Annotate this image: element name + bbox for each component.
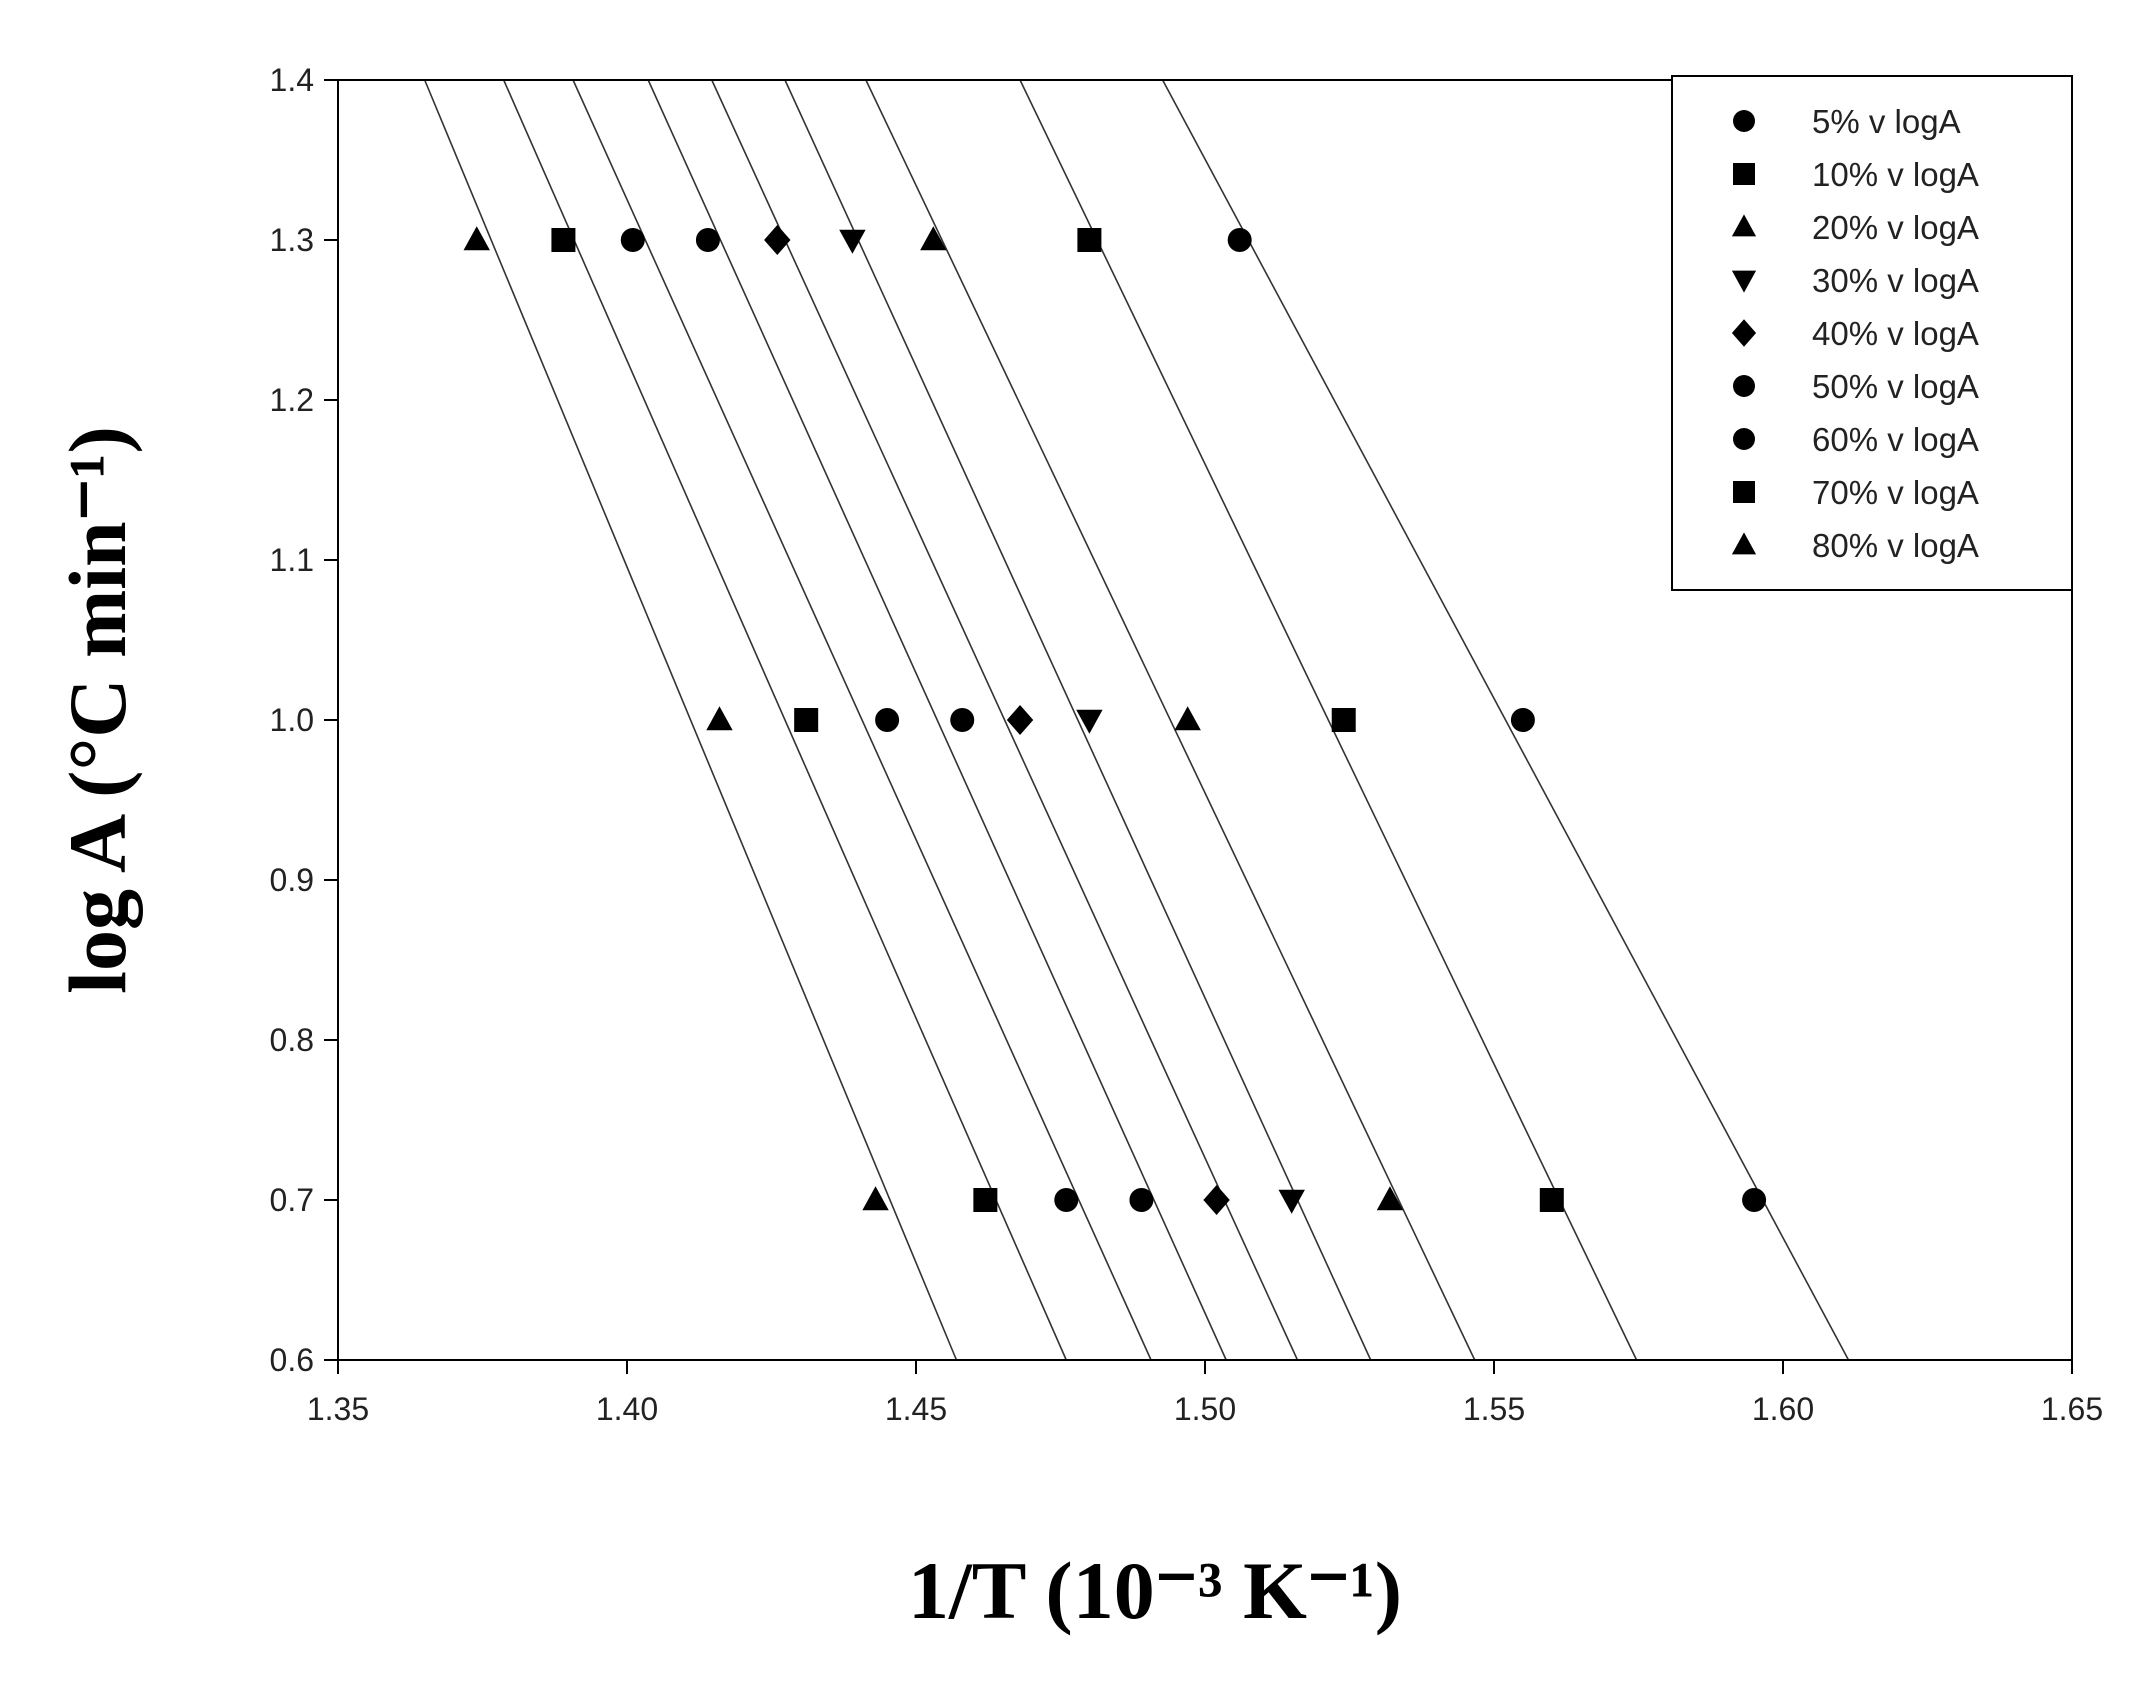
data-point: [973, 1188, 998, 1212]
data-point: [695, 228, 720, 252]
y-tick-label: 1.3: [270, 222, 314, 258]
data-point: [875, 708, 900, 732]
legend-marker: [1731, 270, 1757, 293]
legend: 5% v logA 10% v logA 20% v logA 30% v logA 4…: [1671, 75, 2073, 591]
legend-label: 10% v logA: [1812, 156, 1979, 193]
y-tick-label: 1.0: [270, 702, 314, 738]
fit-line-1: [1161, 79, 1850, 1361]
legend-marker: [1733, 163, 1755, 185]
legend-label: 80% v logA: [1812, 527, 1979, 564]
data-points: [463, 225, 1767, 1215]
x-tick-label: 1.55: [1463, 1391, 1525, 1427]
x-tick-label: 1.40: [596, 1391, 658, 1427]
legend-label: 60% v logA: [1812, 421, 1979, 458]
fit-line-7: [572, 79, 1152, 1361]
y-tick-label: 0.7: [270, 1182, 314, 1218]
legend-marker: [1731, 214, 1757, 237]
data-point: [1278, 1189, 1305, 1214]
y-tick-label: 0.9: [270, 862, 314, 898]
data-point: [463, 226, 490, 251]
data-point: [1129, 1188, 1154, 1212]
x-tick-label: 1.50: [1174, 1391, 1236, 1427]
fit-line-5: [711, 79, 1299, 1361]
legend-marker: [1733, 481, 1755, 503]
fit-lines: [423, 79, 1850, 1361]
axes: 0.6 0.7 0.8 0.9 1.0 1.1 1.2 1.3 1.4 1.35 1.40 1.45 1…: [270, 62, 2104, 1427]
fit-line-8: [502, 79, 1068, 1361]
y-tick-label: 1.1: [270, 542, 314, 578]
data-point: [1054, 1188, 1079, 1212]
y-tick-label: 1.4: [270, 62, 314, 98]
data-point: [950, 708, 975, 732]
fit-line-4: [784, 79, 1372, 1361]
legend-marker: [1733, 375, 1755, 397]
data-point: [1227, 228, 1252, 252]
y-tick-label: 0.6: [270, 1342, 314, 1378]
data-point: [764, 225, 791, 255]
data-point: [920, 226, 947, 251]
data-point: [1077, 228, 1102, 252]
x-axis-title: 1/T (10⁻³ K⁻¹): [908, 1545, 1402, 1636]
data-point: [1203, 1185, 1230, 1215]
data-point: [1006, 705, 1034, 735]
legend-label: 30% v logA: [1812, 262, 1979, 299]
data-point: [1742, 1188, 1767, 1212]
legend-label: 70% v logA: [1812, 474, 1979, 511]
y-tick-label: 0.8: [270, 1022, 314, 1058]
legend-marker: [1733, 110, 1755, 132]
data-point: [1076, 709, 1103, 734]
x-tick-label: 1.45: [885, 1391, 947, 1427]
fit-line-2: [1019, 79, 1638, 1361]
legend-marker: [1731, 319, 1757, 347]
data-point: [1376, 1186, 1404, 1211]
data-point: [1174, 706, 1201, 731]
legend-label: 5% v logA: [1812, 103, 1961, 140]
x-tick-label: 1.35: [307, 1391, 369, 1427]
legend-marker: [1733, 428, 1755, 450]
x-tick-label: 1.65: [2041, 1391, 2103, 1427]
data-point: [1331, 708, 1356, 732]
data-point: [620, 228, 645, 252]
y-tick-label: 1.2: [270, 382, 314, 418]
data-point: [706, 706, 733, 731]
data-point: [551, 228, 576, 252]
y-axis-title: log A (°C min⁻¹): [52, 426, 143, 994]
fit-line-6: [647, 79, 1227, 1361]
data-point: [862, 1186, 889, 1211]
data-point: [794, 708, 819, 732]
data-point: [1510, 708, 1535, 732]
data-point: [839, 229, 866, 254]
data-point: [1539, 1188, 1564, 1212]
legend-label: 20% v logA: [1812, 209, 1979, 246]
legend-label: 40% v logA: [1812, 315, 1979, 352]
fit-line-9: [423, 79, 958, 1361]
legend-label: 50% v logA: [1812, 368, 1979, 405]
x-tick-label: 1.60: [1752, 1391, 1814, 1427]
legend-marker: [1731, 532, 1757, 555]
fit-line-3: [865, 79, 1476, 1361]
